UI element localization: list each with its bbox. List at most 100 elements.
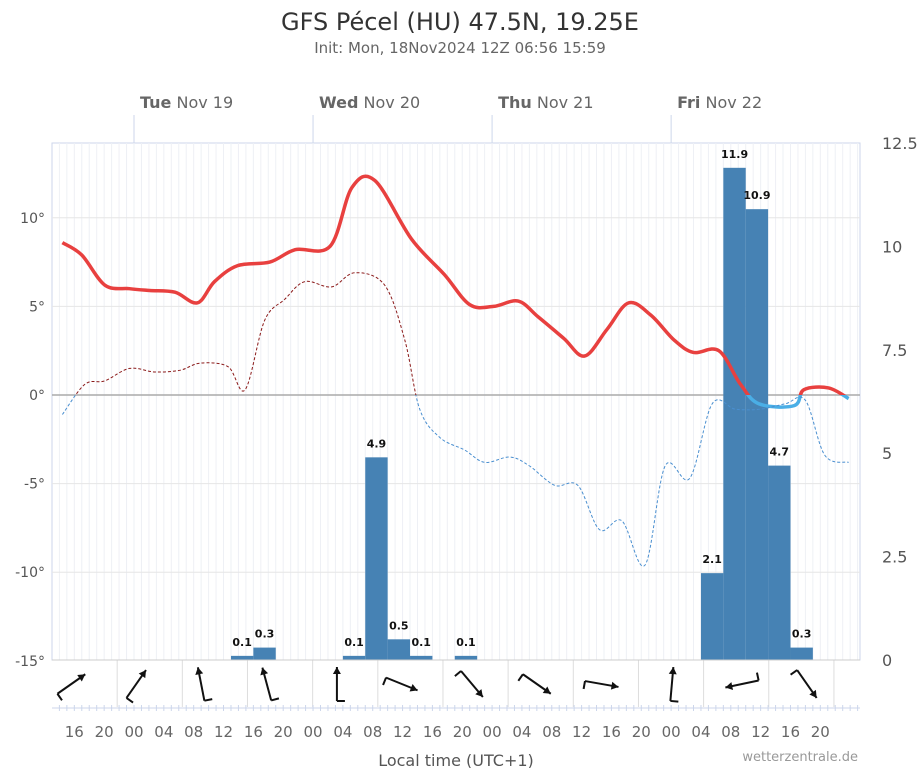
wind-barb (125, 669, 147, 704)
hour-label: 16 (602, 723, 621, 741)
chart-title: GFS Pécel (HU) 47.5N, 19.25E (281, 8, 639, 36)
wind-barb (260, 667, 280, 702)
day-label: Wed Nov 20 (319, 93, 420, 112)
dewpoint-line-cold (61, 395, 849, 567)
y-axes: 10° 5° 0° -5° -10° -15° 12.5 10 7.5 5 2.5 0 (15, 134, 918, 670)
temp-axis-label: 10° (20, 211, 45, 227)
hour-label: 00 (483, 723, 502, 741)
hour-label: 16 (781, 723, 800, 741)
precip-bar (342, 655, 366, 660)
hour-label: 00 (124, 723, 143, 741)
precip-axis-label: 0 (882, 651, 892, 670)
temp-axis-label: 5° (29, 299, 45, 315)
precip-bar (387, 639, 411, 660)
precip-label: 4.9 (367, 437, 387, 450)
day-date: Nov 21 (532, 93, 594, 112)
precip-label: 11.9 (721, 148, 748, 161)
precip-bar (365, 457, 388, 660)
temperature-line-warm (61, 174, 847, 395)
precip-label: 0.1 (344, 636, 364, 649)
wind-barb-feather (670, 699, 679, 703)
precip-bar (790, 647, 813, 660)
wind-barb (195, 667, 213, 702)
precip-axis-label: 10 (882, 237, 902, 256)
hour-label: 08 (542, 723, 561, 741)
hour-label: 00 (303, 723, 322, 741)
chart-subtitle: Init: Mon, 18Nov2024 12Z 06:56 15:59 (314, 39, 606, 57)
hour-label: 12 (214, 723, 233, 741)
hour-label: 12 (751, 723, 770, 741)
precip-label: 0.1 (411, 636, 431, 649)
hour-label: 20 (811, 723, 830, 741)
hour-label: 20 (453, 723, 472, 741)
hour-label: 20 (95, 723, 114, 741)
hour-label: 12 (393, 723, 412, 741)
day-date: Nov 19 (171, 93, 233, 112)
wind-arrow-head (610, 681, 619, 690)
precip-label: 0.3 (792, 628, 812, 641)
hour-label: 00 (662, 723, 681, 741)
day-of-week: Wed (319, 93, 358, 112)
wind-barb (668, 666, 679, 703)
precip-label: 4.7 (770, 446, 790, 459)
day-date: Nov 22 (700, 93, 762, 112)
temp-axis-label: 0° (29, 388, 45, 404)
wind-barb (56, 673, 86, 701)
day-label: Fri Nov 22 (677, 93, 762, 112)
day-of-week: Thu (498, 93, 532, 112)
wind-barb (454, 670, 484, 698)
wind-arrow-head (260, 667, 269, 676)
precip-label: 10.9 (743, 189, 770, 202)
precip-label: 0.1 (232, 636, 252, 649)
wind-barb-feather (125, 697, 134, 704)
precip-bar (768, 465, 791, 660)
hour-label: 04 (691, 723, 710, 741)
precip-axis-label: 7.5 (882, 341, 907, 360)
precip-axis-label: 5 (882, 444, 892, 463)
wind-arrow-head (668, 667, 677, 675)
credit: wetterzentrale.de (742, 750, 858, 765)
precip-bars: 0.10.30.14.90.50.1 0.12.111.910.94.70.3 (230, 148, 813, 661)
wind-barb-feather (204, 698, 213, 702)
hour-label: 16 (423, 723, 442, 741)
precip-bar (700, 573, 724, 660)
wind-arrow-head (725, 682, 734, 690)
precip-axis-label: 2.5 (882, 548, 907, 567)
day-label: Thu Nov 21 (498, 93, 593, 112)
wind-barb-feather (454, 670, 462, 677)
precip-bar (253, 647, 276, 660)
hour-label: 04 (154, 723, 173, 741)
day-labels: Tue Nov 19 Wed Nov 20 Thu Nov 21 Fri Nov 22 (133, 93, 762, 143)
wind-barb (517, 673, 552, 695)
wind-barb-feather (790, 669, 798, 676)
precip-label: 0.3 (255, 628, 275, 641)
hour-label: 08 (721, 723, 740, 741)
temperature-lines (61, 174, 850, 567)
wind-barb-feather (382, 677, 387, 686)
wind-arrow-head (195, 667, 204, 675)
wind-barb-feather (582, 680, 586, 690)
wind-barb-feather (517, 673, 524, 682)
hour-label: 12 (572, 723, 591, 741)
wind-barb (582, 680, 619, 690)
wind-barb (790, 669, 818, 699)
precip-label: 2.1 (702, 553, 722, 566)
wind-arrow-head (77, 674, 86, 682)
wind-barb-feather (56, 693, 63, 701)
wind-arrow-head (332, 667, 341, 674)
wind-arrow-head (542, 686, 551, 694)
hour-label: 08 (363, 723, 382, 741)
x-axis: 16 20 00 04 08 12 16 20 00 04 08 12 16 20 00 04 08 12 16 20… (52, 705, 860, 741)
precip-bar (230, 655, 254, 660)
wind-arrow-head (409, 684, 418, 692)
wind-barb (332, 667, 345, 702)
day-date: Nov 20 (358, 93, 420, 112)
hour-label: 16 (65, 723, 84, 741)
x-axis-title: Local time (UTC+1) (378, 751, 534, 768)
precip-bar (454, 655, 478, 660)
day-of-week: Fri (677, 93, 700, 112)
hour-label: 04 (512, 723, 531, 741)
hour-label: 16 (244, 723, 263, 741)
hour-label: 20 (632, 723, 651, 741)
